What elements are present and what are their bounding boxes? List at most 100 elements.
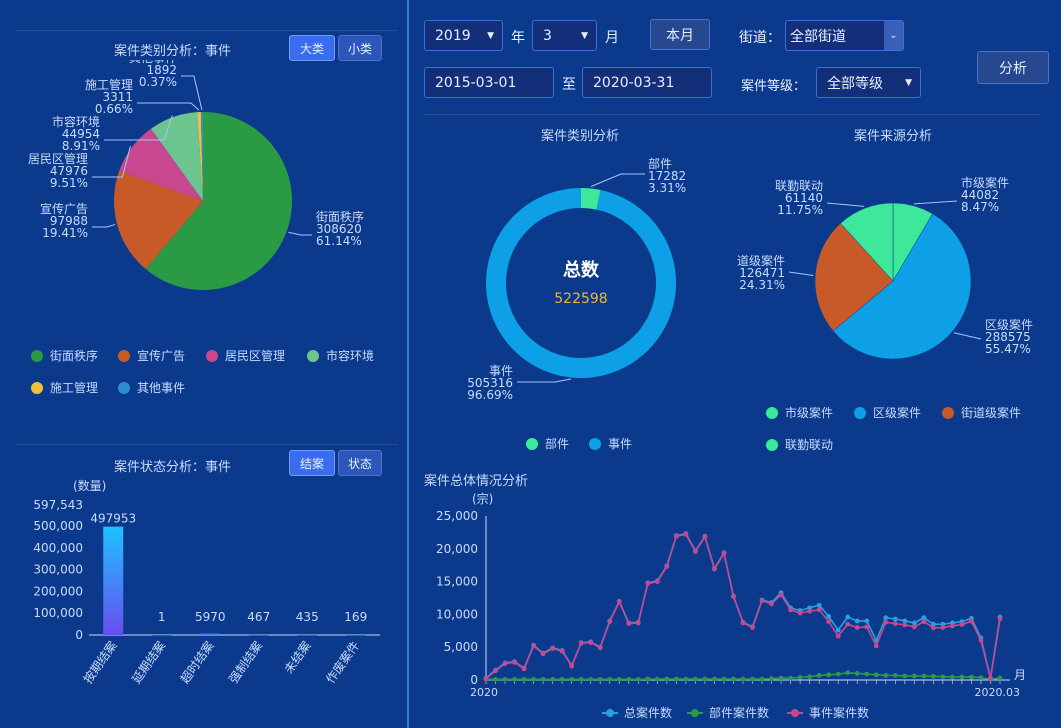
label-leader-line <box>788 271 814 277</box>
series-point <box>654 579 660 584</box>
y-tick-label: 20,000 <box>436 542 478 556</box>
chevron-down-icon: ▼ <box>905 78 912 88</box>
series-point <box>816 607 822 613</box>
y-tick-label: 100,000 <box>33 606 83 620</box>
series-point <box>902 622 908 628</box>
overall-line-chart: 案件总体情况分析 (宗) 25,000 20,000 15,000 10,000 5,000… <box>424 474 1026 720</box>
series-point <box>693 676 698 682</box>
series-point <box>997 675 1003 681</box>
legend-dot <box>118 349 130 362</box>
pie-slice <box>150 112 203 201</box>
close-status-button[interactable]: 结案 <box>289 450 335 476</box>
month-select[interactable]: 3 ▼ <box>532 20 597 51</box>
bar <box>151 634 172 636</box>
bar <box>297 634 318 636</box>
legend-item[interactable]: 居民区管理 <box>206 347 285 364</box>
legend-item[interactable]: 施工管理 <box>31 379 98 396</box>
series-point <box>930 625 936 631</box>
legend-label[interactable]: 部件案件数 <box>709 705 769 720</box>
big-category-button[interactable]: 大类 <box>289 35 335 61</box>
label-leader-line <box>590 173 645 187</box>
legend-item[interactable]: 宣传广告 <box>118 347 185 364</box>
series-point <box>892 621 898 626</box>
legend-label[interactable]: 部件 <box>545 436 569 451</box>
left-mid-divider <box>16 444 398 445</box>
date-to-value: 2020-03-31 <box>593 74 675 91</box>
series-point <box>626 676 632 682</box>
series-point <box>969 674 974 680</box>
series-point <box>740 676 746 682</box>
series-point <box>493 676 498 682</box>
series-point <box>807 605 813 611</box>
legend-label: 街面秩序 <box>50 349 99 363</box>
series-point <box>683 676 689 682</box>
series-point <box>673 676 679 682</box>
slice-name: 其他事件 <box>129 60 177 65</box>
series-point <box>978 637 984 643</box>
legend-label[interactable]: 市级案件 <box>785 405 833 420</box>
legend-item[interactable]: 街面秩序 <box>31 347 98 364</box>
series-point <box>911 624 917 630</box>
series-point <box>664 676 670 682</box>
level-select[interactable]: 全部等级 ▼ <box>816 67 921 98</box>
date-to-input[interactable]: 2020-03-31 <box>582 67 712 98</box>
y-axis-label: (宗) <box>472 491 493 506</box>
legend-label[interactable]: 总案件数 <box>624 705 672 720</box>
legend-label[interactable]: 事件 <box>608 437 632 451</box>
series-point <box>626 621 632 626</box>
series-point <box>645 581 651 586</box>
series-point <box>883 615 889 621</box>
legend-item[interactable]: 市容环境 <box>307 347 374 364</box>
slice-pct: 8.91% <box>62 139 100 153</box>
slice-value: 1892 <box>146 63 177 77</box>
legend-label[interactable]: 联勤联动 <box>785 438 833 452</box>
series-point <box>721 676 727 682</box>
series-point <box>740 620 746 626</box>
label-leader-line <box>104 115 173 141</box>
series-point <box>892 673 898 678</box>
small-category-button[interactable]: 小类 <box>338 35 382 61</box>
left-top-divider <box>16 30 398 31</box>
legend-item[interactable]: 其他事件 <box>118 379 185 396</box>
street-value: 全部街道 <box>790 28 846 45</box>
donut-slice <box>486 188 676 378</box>
slice-name: 施工管理 <box>85 77 133 92</box>
series-line <box>485 532 1001 679</box>
street-select[interactable]: 全部街道 ⌄ <box>785 20 904 51</box>
state-button[interactable]: 状态 <box>338 450 382 476</box>
legend-label[interactable]: 事件案件数 <box>809 705 869 720</box>
slice-label: 施工管理 3311 0.66% <box>85 77 133 116</box>
y-tick-label: 10,000 <box>436 607 478 621</box>
slice-pct: 9.51% <box>50 176 88 190</box>
series-point <box>911 620 917 626</box>
pie-slice <box>832 213 972 360</box>
analyze-button[interactable]: 分析 <box>977 51 1049 84</box>
legend-dot <box>766 439 778 451</box>
this-month-button[interactable]: 本月 <box>650 19 710 50</box>
slice-value: 3311 <box>102 90 133 104</box>
series-point <box>607 619 613 625</box>
year-value: 2019 <box>435 27 471 44</box>
label-leader-line <box>92 223 116 228</box>
bar-value-label: 5970 <box>195 610 226 624</box>
level-value: 全部等级 <box>827 75 883 92</box>
legend-label[interactable]: 街道级案件 <box>961 405 1021 420</box>
series-point <box>493 668 498 674</box>
series-point <box>721 550 727 556</box>
series-point <box>616 676 622 682</box>
series-point <box>921 673 927 679</box>
month-unit: 月 <box>605 30 619 46</box>
legend-dot <box>307 349 319 362</box>
label-leader-line <box>181 75 203 111</box>
series-point <box>588 676 594 682</box>
series-point <box>988 676 993 682</box>
year-select[interactable]: 2019 ▼ <box>424 20 503 51</box>
date-from-value: 2015-03-01 <box>435 74 517 91</box>
category-pie-title: 案件类别分析：事件 <box>114 44 232 59</box>
legend-label[interactable]: 区级案件 <box>873 405 921 420</box>
series-point <box>635 676 641 682</box>
series-point <box>921 619 927 625</box>
series-point <box>750 676 755 682</box>
date-from-input[interactable]: 2015-03-01 <box>424 67 554 98</box>
